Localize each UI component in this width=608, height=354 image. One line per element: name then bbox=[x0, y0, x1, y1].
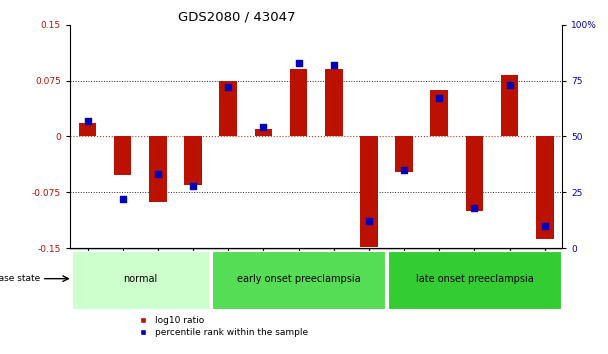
Bar bbox=[72, 251, 209, 309]
Point bbox=[505, 82, 514, 88]
Bar bbox=[466, 136, 483, 211]
Bar bbox=[430, 90, 448, 136]
Point bbox=[434, 96, 444, 101]
Point bbox=[223, 85, 233, 90]
Bar bbox=[501, 75, 519, 136]
Bar bbox=[536, 136, 554, 239]
Text: early onset preeclampsia: early onset preeclampsia bbox=[237, 274, 361, 284]
Bar bbox=[395, 136, 413, 172]
Text: disease state: disease state bbox=[0, 274, 40, 283]
Point bbox=[153, 172, 163, 177]
Bar bbox=[389, 251, 561, 309]
Point bbox=[399, 167, 409, 173]
Bar bbox=[78, 123, 96, 136]
Bar bbox=[325, 69, 342, 136]
Bar bbox=[219, 81, 237, 136]
Legend: log10 ratio, percentile rank within the sample: log10 ratio, percentile rank within the … bbox=[134, 316, 308, 337]
Point bbox=[540, 223, 550, 229]
Bar bbox=[114, 136, 131, 175]
Bar bbox=[184, 136, 202, 185]
Point bbox=[188, 183, 198, 188]
Point bbox=[83, 118, 92, 124]
Bar bbox=[360, 136, 378, 246]
Text: GDS2080 / 43047: GDS2080 / 43047 bbox=[178, 11, 295, 24]
Point bbox=[364, 218, 374, 224]
Point bbox=[118, 196, 128, 202]
Bar bbox=[290, 69, 308, 136]
Point bbox=[294, 60, 303, 65]
Bar bbox=[149, 136, 167, 202]
Point bbox=[469, 205, 479, 211]
Point bbox=[258, 125, 268, 130]
Point bbox=[329, 62, 339, 68]
Bar bbox=[212, 251, 385, 309]
Bar bbox=[255, 129, 272, 136]
Text: normal: normal bbox=[123, 274, 157, 284]
Text: late onset preeclampsia: late onset preeclampsia bbox=[416, 274, 533, 284]
